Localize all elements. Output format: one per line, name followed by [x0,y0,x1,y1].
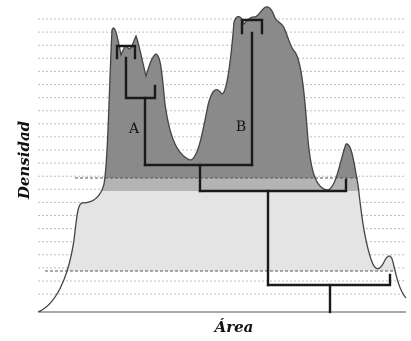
cluster-tree [115,18,392,314]
y-axis-label: Densidad [15,120,33,200]
tree-branch-a-mid [124,56,157,100]
mid-fill-region [101,178,359,191]
density-fills [67,6,396,271]
region-label-a: A [128,121,140,137]
tree-branch-b-top [240,18,264,35]
tree-join-abc [198,178,348,193]
dark-fill-region [104,6,357,178]
region-label-b: B [236,119,246,135]
tree-branch-a-top [115,44,137,60]
threshold-lines [45,177,395,272]
tree-join-root [266,273,392,287]
density-curve [37,6,407,313]
light-fill-region [67,191,396,271]
x-axis-label: Área [214,318,254,336]
